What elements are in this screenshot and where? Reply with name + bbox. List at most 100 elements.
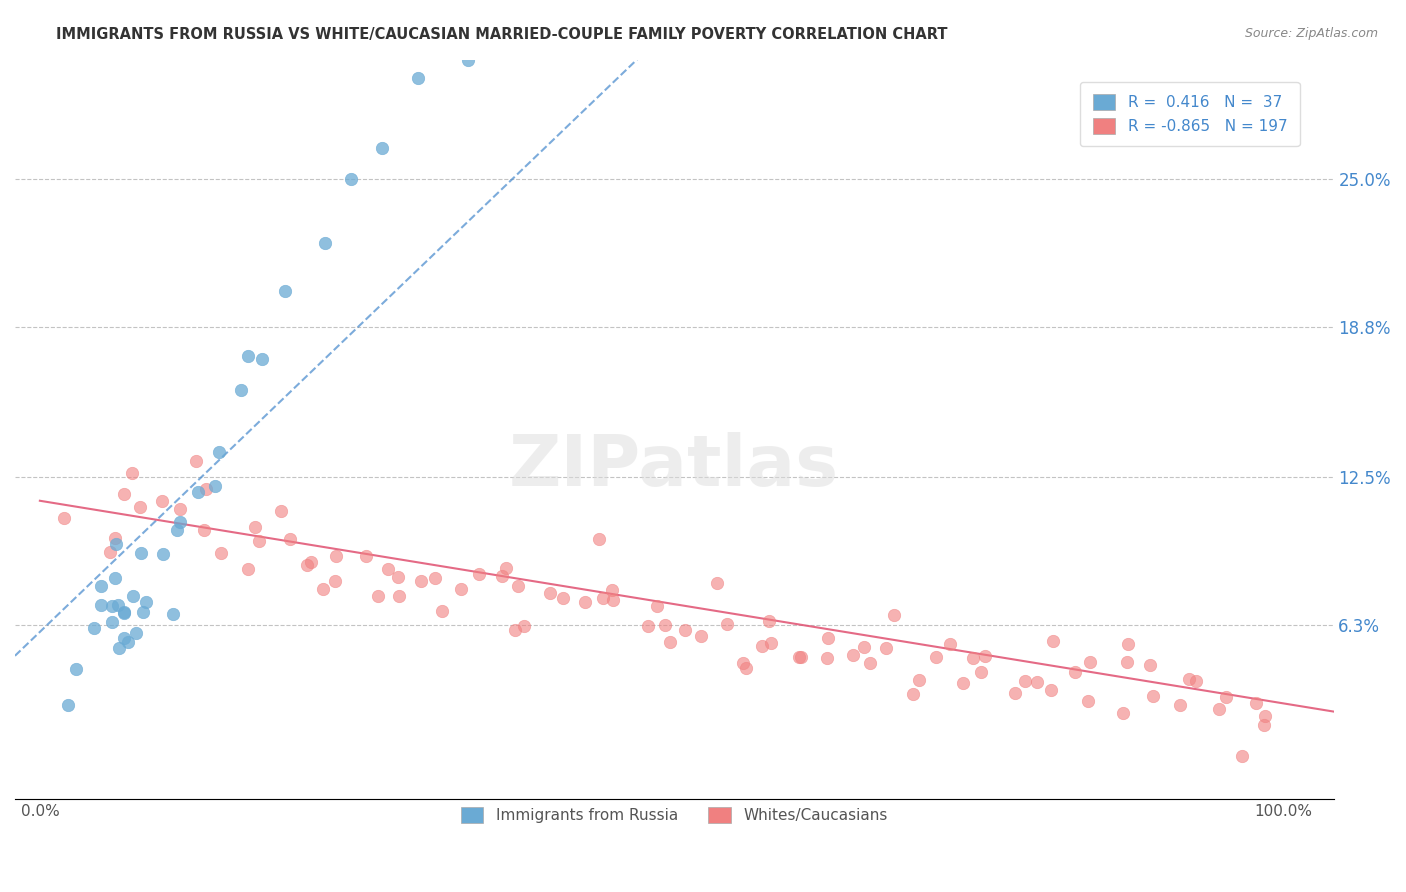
Point — [100, 599, 122, 613]
Point — [450, 582, 472, 597]
Point — [468, 566, 491, 581]
Point — [658, 635, 681, 649]
Text: Source: ZipAtlas.com: Source: ZipAtlas.com — [1244, 27, 1378, 40]
Point — [673, 624, 696, 638]
Point — [187, 485, 209, 500]
Point — [112, 631, 135, 645]
Point — [236, 562, 259, 576]
Point — [112, 607, 135, 621]
Point — [388, 590, 411, 604]
Point — [1184, 673, 1206, 688]
Point — [952, 675, 974, 690]
Point — [789, 650, 811, 665]
Point — [1111, 706, 1133, 721]
Point — [789, 650, 811, 665]
Point — [602, 593, 624, 607]
Point — [842, 648, 865, 662]
Point — [574, 595, 596, 609]
Point — [312, 582, 335, 597]
Point — [108, 641, 131, 656]
Point — [969, 665, 991, 680]
Point — [250, 352, 273, 367]
Point — [117, 634, 139, 648]
Point — [1215, 690, 1237, 705]
Point — [1142, 689, 1164, 703]
Point — [759, 635, 782, 649]
Point — [513, 619, 536, 633]
Point — [503, 623, 526, 637]
Point — [1042, 634, 1064, 648]
Point — [654, 617, 676, 632]
Point — [194, 482, 217, 496]
Point — [716, 616, 738, 631]
Point — [90, 579, 112, 593]
Point — [56, 698, 79, 712]
Text: IMMIGRANTS FROM RUSSIA VS WHITE/CAUCASIAN MARRIED-COUPLE FAMILY POVERTY CORRELAT: IMMIGRANTS FROM RUSSIA VS WHITE/CAUCASIA… — [56, 27, 948, 42]
Point — [411, 574, 433, 589]
Point — [1254, 709, 1277, 723]
Point — [125, 626, 148, 640]
Point — [169, 501, 191, 516]
Point — [706, 576, 728, 591]
Point — [367, 589, 389, 603]
Point — [295, 558, 318, 572]
Point — [121, 466, 143, 480]
Point — [90, 598, 112, 612]
Point — [299, 555, 322, 569]
Point — [962, 651, 984, 665]
Point — [370, 141, 392, 155]
Point — [231, 383, 253, 397]
Point — [1139, 657, 1161, 672]
Point — [908, 673, 931, 688]
Point — [132, 605, 155, 619]
Point — [314, 236, 336, 251]
Point — [925, 650, 948, 665]
Point — [973, 648, 995, 663]
Point — [162, 607, 184, 621]
Point — [122, 590, 145, 604]
Point — [278, 533, 301, 547]
Point — [1026, 674, 1049, 689]
Point — [107, 598, 129, 612]
Point — [1063, 665, 1085, 679]
Point — [645, 599, 668, 613]
Legend: Immigrants from Russia, Whites/Caucasians: Immigrants from Russia, Whites/Caucasian… — [449, 795, 900, 836]
Point — [491, 569, 513, 583]
Point — [1115, 655, 1137, 669]
Point — [83, 621, 105, 635]
Point — [1014, 674, 1036, 689]
Point — [588, 533, 610, 547]
Point — [211, 546, 233, 560]
Point — [600, 582, 623, 597]
Point — [274, 284, 297, 298]
Point — [236, 349, 259, 363]
Point — [423, 571, 446, 585]
Point — [98, 545, 121, 559]
Point — [1246, 697, 1268, 711]
Point — [387, 570, 409, 584]
Point — [852, 640, 875, 654]
Point — [270, 504, 292, 518]
Point — [339, 172, 361, 186]
Text: ZIPatlas: ZIPatlas — [509, 432, 839, 500]
Point — [938, 637, 960, 651]
Point — [65, 662, 87, 676]
Point — [508, 579, 530, 593]
Point — [105, 537, 128, 551]
Point — [104, 571, 127, 585]
Point — [1230, 748, 1253, 763]
Point — [1077, 694, 1099, 708]
Point — [186, 454, 208, 468]
Point — [538, 586, 561, 600]
Point — [1004, 686, 1026, 700]
Point — [751, 639, 773, 653]
Point — [247, 533, 270, 548]
Point — [859, 657, 882, 671]
Point — [325, 549, 347, 563]
Point — [169, 515, 191, 529]
Point — [457, 54, 479, 68]
Point — [323, 574, 346, 588]
Point — [815, 650, 838, 665]
Point — [354, 549, 377, 564]
Point — [495, 561, 517, 575]
